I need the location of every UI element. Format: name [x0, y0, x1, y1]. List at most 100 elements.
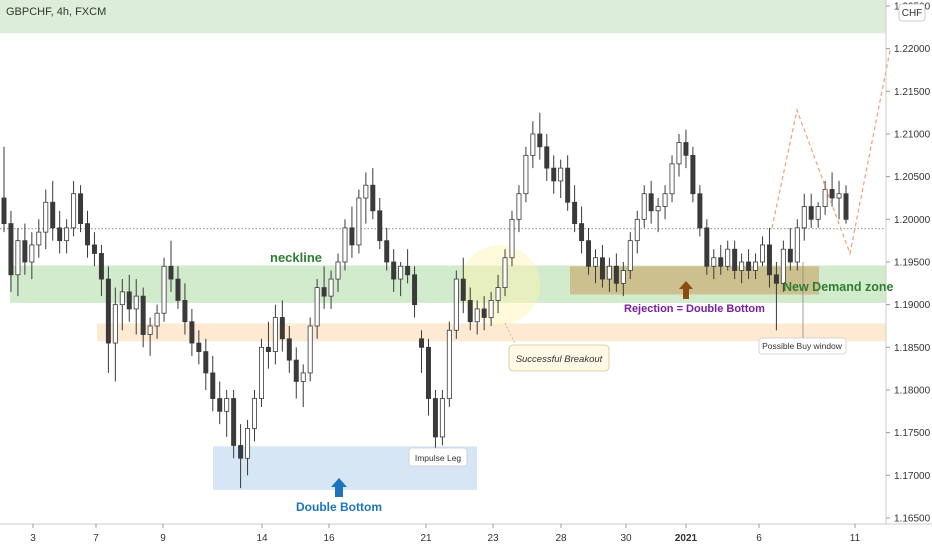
candle: [300, 364, 306, 408]
candle-body: [384, 240, 390, 263]
candle: [446, 321, 452, 408]
candle: [356, 189, 362, 254]
candle: [293, 347, 299, 399]
price-tick-label: 1.22000: [894, 44, 931, 55]
candle: [105, 266, 111, 373]
candle-body: [495, 287, 501, 301]
currency-badge[interactable]: [898, 3, 926, 22]
candle: [453, 270, 459, 339]
price-tick-label: 1.21500: [894, 87, 931, 98]
candle: [384, 227, 390, 271]
candle: [683, 129, 689, 169]
candle-body: [551, 167, 557, 182]
candle: [419, 330, 425, 373]
candle-body: [175, 278, 181, 301]
impulse-leg-callout: [408, 447, 468, 467]
candle-body: [29, 244, 35, 263]
candle: [613, 253, 619, 292]
candle: [71, 180, 77, 237]
breakout-highlight: [460, 245, 540, 325]
candle-body: [801, 206, 807, 229]
candle-body: [335, 261, 341, 280]
candle: [530, 121, 536, 169]
candle-body: [690, 154, 696, 195]
candle: [265, 321, 271, 369]
candle: [217, 381, 223, 425]
candle: [648, 180, 654, 224]
candle: [808, 193, 814, 228]
candle-body: [182, 299, 188, 323]
candle-body: [460, 278, 466, 301]
candle-body: [356, 197, 362, 246]
candle-body: [467, 299, 473, 323]
time-tick-label: 28: [555, 533, 567, 544]
candle-body: [217, 398, 223, 412]
candle: [766, 227, 772, 288]
candle-body: [71, 193, 77, 229]
candle-body: [252, 398, 257, 429]
candle-body: [815, 206, 821, 220]
candle: [98, 244, 104, 297]
candle-body: [36, 231, 42, 246]
candle: [22, 223, 28, 275]
candle: [495, 274, 501, 314]
candle: [43, 189, 49, 250]
candle: [161, 257, 167, 322]
candle: [641, 185, 647, 228]
time-axis[interactable]: 3 7 9 14 16 21 23 28 30 2021 6 11: [30, 524, 861, 544]
candle: [133, 279, 139, 335]
time-tick-label: 23: [487, 533, 499, 544]
candle: [91, 232, 97, 267]
candle: [697, 185, 703, 237]
price-tick-label: 1.21000: [894, 130, 931, 141]
candle-body: [161, 265, 167, 314]
price-axis[interactable]: 1.225001.220001.215001.210001.205001.200…: [886, 2, 931, 525]
candle-body: [439, 398, 445, 438]
candle-body: [676, 142, 682, 165]
candle: [509, 210, 515, 267]
candle-body: [822, 189, 828, 207]
candle-body: [64, 227, 70, 242]
candle-body: [530, 133, 536, 156]
candle-body: [91, 244, 97, 254]
candle-body: [613, 265, 619, 284]
candle: [718, 244, 724, 275]
candle-body: [432, 398, 438, 438]
candle-body: [537, 133, 543, 148]
candle-body: [502, 257, 508, 289]
candle: [168, 240, 174, 292]
candle: [753, 253, 759, 280]
candle: [843, 185, 849, 224]
candle-body: [147, 325, 153, 335]
time-tick-label: 14: [256, 533, 268, 544]
candle: [112, 287, 118, 382]
candle-body: [50, 201, 56, 229]
candle-body: [224, 398, 230, 412]
candle-body: [669, 163, 675, 195]
candle: [238, 424, 244, 489]
candle: [669, 155, 675, 203]
candle-body: [112, 304, 118, 344]
candle: [279, 300, 285, 352]
price-tick-label: 1.20500: [894, 172, 931, 183]
candle-body: [265, 346, 271, 353]
candle-body: [405, 265, 411, 276]
candle-body: [412, 274, 418, 306]
candle: [1, 146, 7, 233]
candle-body: [593, 257, 598, 267]
candle-body: [648, 193, 654, 212]
candle: [391, 249, 397, 292]
candle: [690, 146, 696, 203]
projection-path: [771, 50, 891, 256]
candle: [481, 296, 487, 331]
candle: [119, 279, 125, 331]
candle-body: [133, 295, 139, 310]
support-zone: [97, 323, 886, 342]
candle-body: [105, 278, 111, 344]
candle-body: [272, 317, 278, 353]
candle: [78, 185, 84, 233]
time-tick-label: 7: [93, 533, 99, 544]
candle: [593, 249, 598, 284]
candle-body: [425, 346, 431, 399]
